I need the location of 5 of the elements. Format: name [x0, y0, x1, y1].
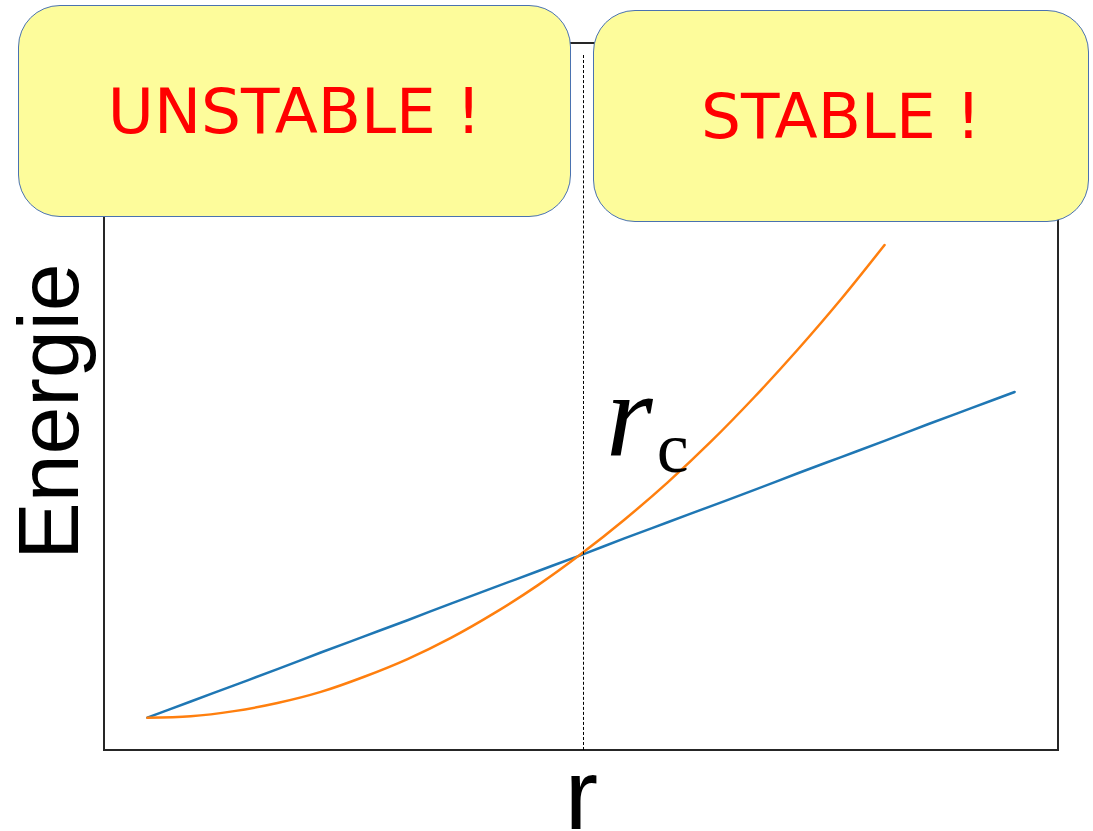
y-axis-title: Energie — [0, 263, 96, 560]
x-axis-title: r — [564, 737, 599, 831]
text: UNSTABLE ! — [107, 74, 482, 148]
annotation: r$_{c}$ — [606, 349, 689, 488]
text: STABLE ! — [700, 79, 982, 153]
